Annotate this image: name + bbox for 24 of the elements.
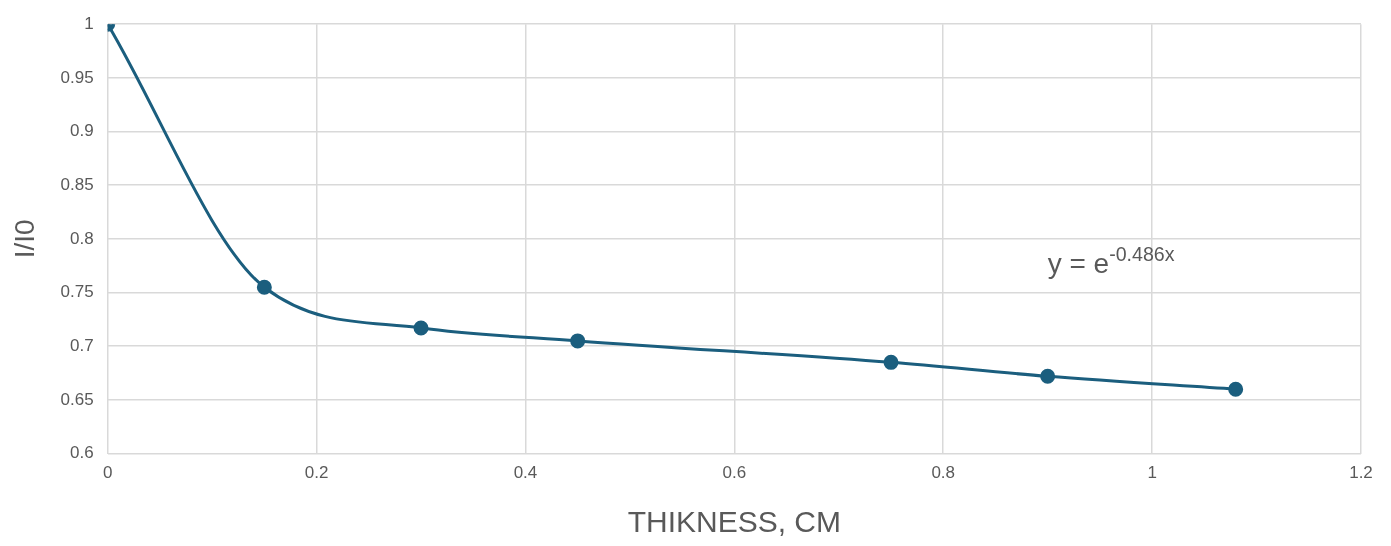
y-tick-label: 0.9 [70,121,94,141]
y-tick-label: 1 [84,13,94,33]
y-tick-label: 0.8 [70,228,94,248]
y-tick-label: 0.95 [60,67,94,87]
x-tick-label: 1 [1147,463,1157,483]
x-tick-label: 0.6 [722,463,747,483]
point [1228,381,1244,397]
x-axis-title: THIKNESS, CM [627,505,842,539]
y-tick-label: 0.85 [60,174,94,194]
x-tick-label: 0.4 [513,463,538,483]
point [883,354,899,370]
y-axis-title: I/I0 [8,219,40,259]
y-tick-label: 0.75 [60,282,94,302]
point [1040,368,1056,384]
x-tick-label: 0.2 [304,463,329,483]
y-tick-label: 0.7 [70,335,94,355]
point [413,320,429,336]
y-tick-label: 0.6 [70,443,94,463]
x-tick-label: 0.8 [931,463,956,483]
x-tick-label: 0 [102,463,113,483]
point [570,333,586,349]
y-tick-label: 0.65 [60,389,94,409]
x-tick-label: 1.2 [1349,463,1373,483]
point [256,279,272,295]
